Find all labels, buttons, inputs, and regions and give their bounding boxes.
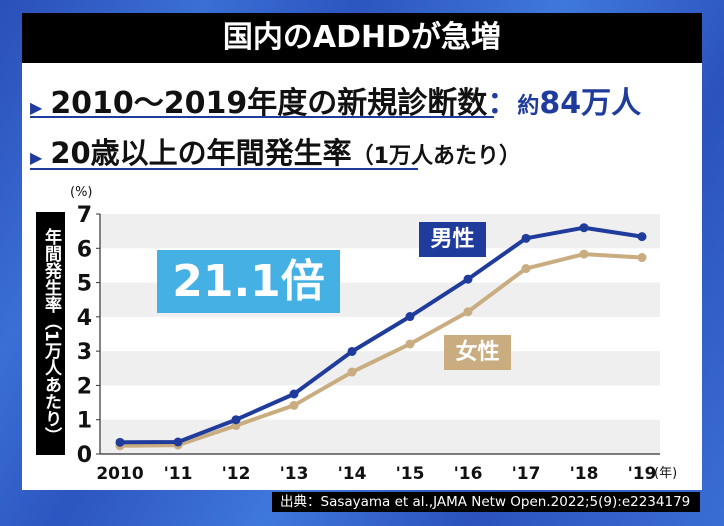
x-tick-label: '15 [396, 464, 425, 484]
x-tick-label: '16 [454, 464, 483, 484]
y-tick-label: 4 [77, 306, 92, 331]
data-point [637, 253, 647, 263]
x-tick-label: '14 [338, 464, 367, 484]
data-point [231, 415, 241, 425]
y-tick-label: 2 [77, 374, 92, 399]
approx-prefix: 約 [517, 94, 540, 119]
content-panel [22, 13, 702, 490]
x-unit-label: (年) [654, 466, 677, 481]
y-tick-label: 6 [77, 237, 92, 262]
triangle-bullet-icon: ▶ [30, 98, 43, 117]
x-tick-label: '13 [280, 464, 309, 484]
diagnoses-label: 2010～2019年度の新規診断数 [50, 86, 488, 121]
data-point [579, 249, 589, 259]
incidence-label: 20歳以上の年間発生率 [50, 136, 352, 170]
data-point [289, 400, 299, 410]
data-point [405, 312, 415, 322]
y-tick-label: 3 [77, 340, 92, 365]
triangle-bullet-icon: ▶ [30, 148, 43, 167]
legend-male: 男性 [419, 222, 486, 257]
headline-new-diagnoses: ▶ 2010～2019年度の新規診断数 ： 約 84万人 [30, 78, 641, 121]
source-citation: 出典：Sasayama et al.,JAMA Netw Open.2022;5… [272, 492, 700, 512]
data-point [173, 437, 183, 447]
data-point [637, 232, 647, 242]
y-tick-label: 1 [77, 409, 92, 434]
data-point [579, 223, 589, 233]
x-tick-label: '19 [628, 464, 657, 484]
diagnoses-value: 84万人 [539, 86, 642, 121]
data-point [405, 339, 415, 349]
incidence-paren: （1万人あたり） [351, 144, 521, 169]
series-line [119, 225, 643, 445]
y-unit-label: (%) [70, 185, 93, 200]
data-point [347, 346, 357, 356]
x-tick-label: '18 [570, 464, 599, 484]
x-tick-label: '11 [164, 464, 193, 484]
data-point [289, 389, 299, 399]
headline-incidence: ▶ 20歳以上の年間発生率 （1万人あたり） [30, 130, 521, 170]
ratio-annotation: 21.1倍 [157, 250, 340, 313]
x-tick-label: '17 [512, 464, 541, 484]
data-point [463, 307, 473, 317]
data-point [521, 233, 531, 243]
grid-band [100, 419, 660, 454]
x-tick-label: '12 [222, 464, 251, 484]
y-tick-label: 7 [77, 203, 92, 228]
x-tick-label: 2010 [96, 464, 143, 484]
data-point [115, 437, 125, 447]
separator: ： [487, 86, 518, 121]
y-axis-label: 年間発生率（1万人あたり） [36, 212, 65, 455]
data-point [347, 367, 357, 377]
y-tick-label: 0 [77, 443, 92, 468]
legend-female: 女性 [444, 335, 511, 370]
series-line [119, 252, 643, 448]
y-tick-label: 5 [77, 272, 92, 297]
data-point [521, 264, 531, 274]
page-title: 国内のADHDが急増 [22, 13, 702, 63]
data-point [463, 274, 473, 284]
